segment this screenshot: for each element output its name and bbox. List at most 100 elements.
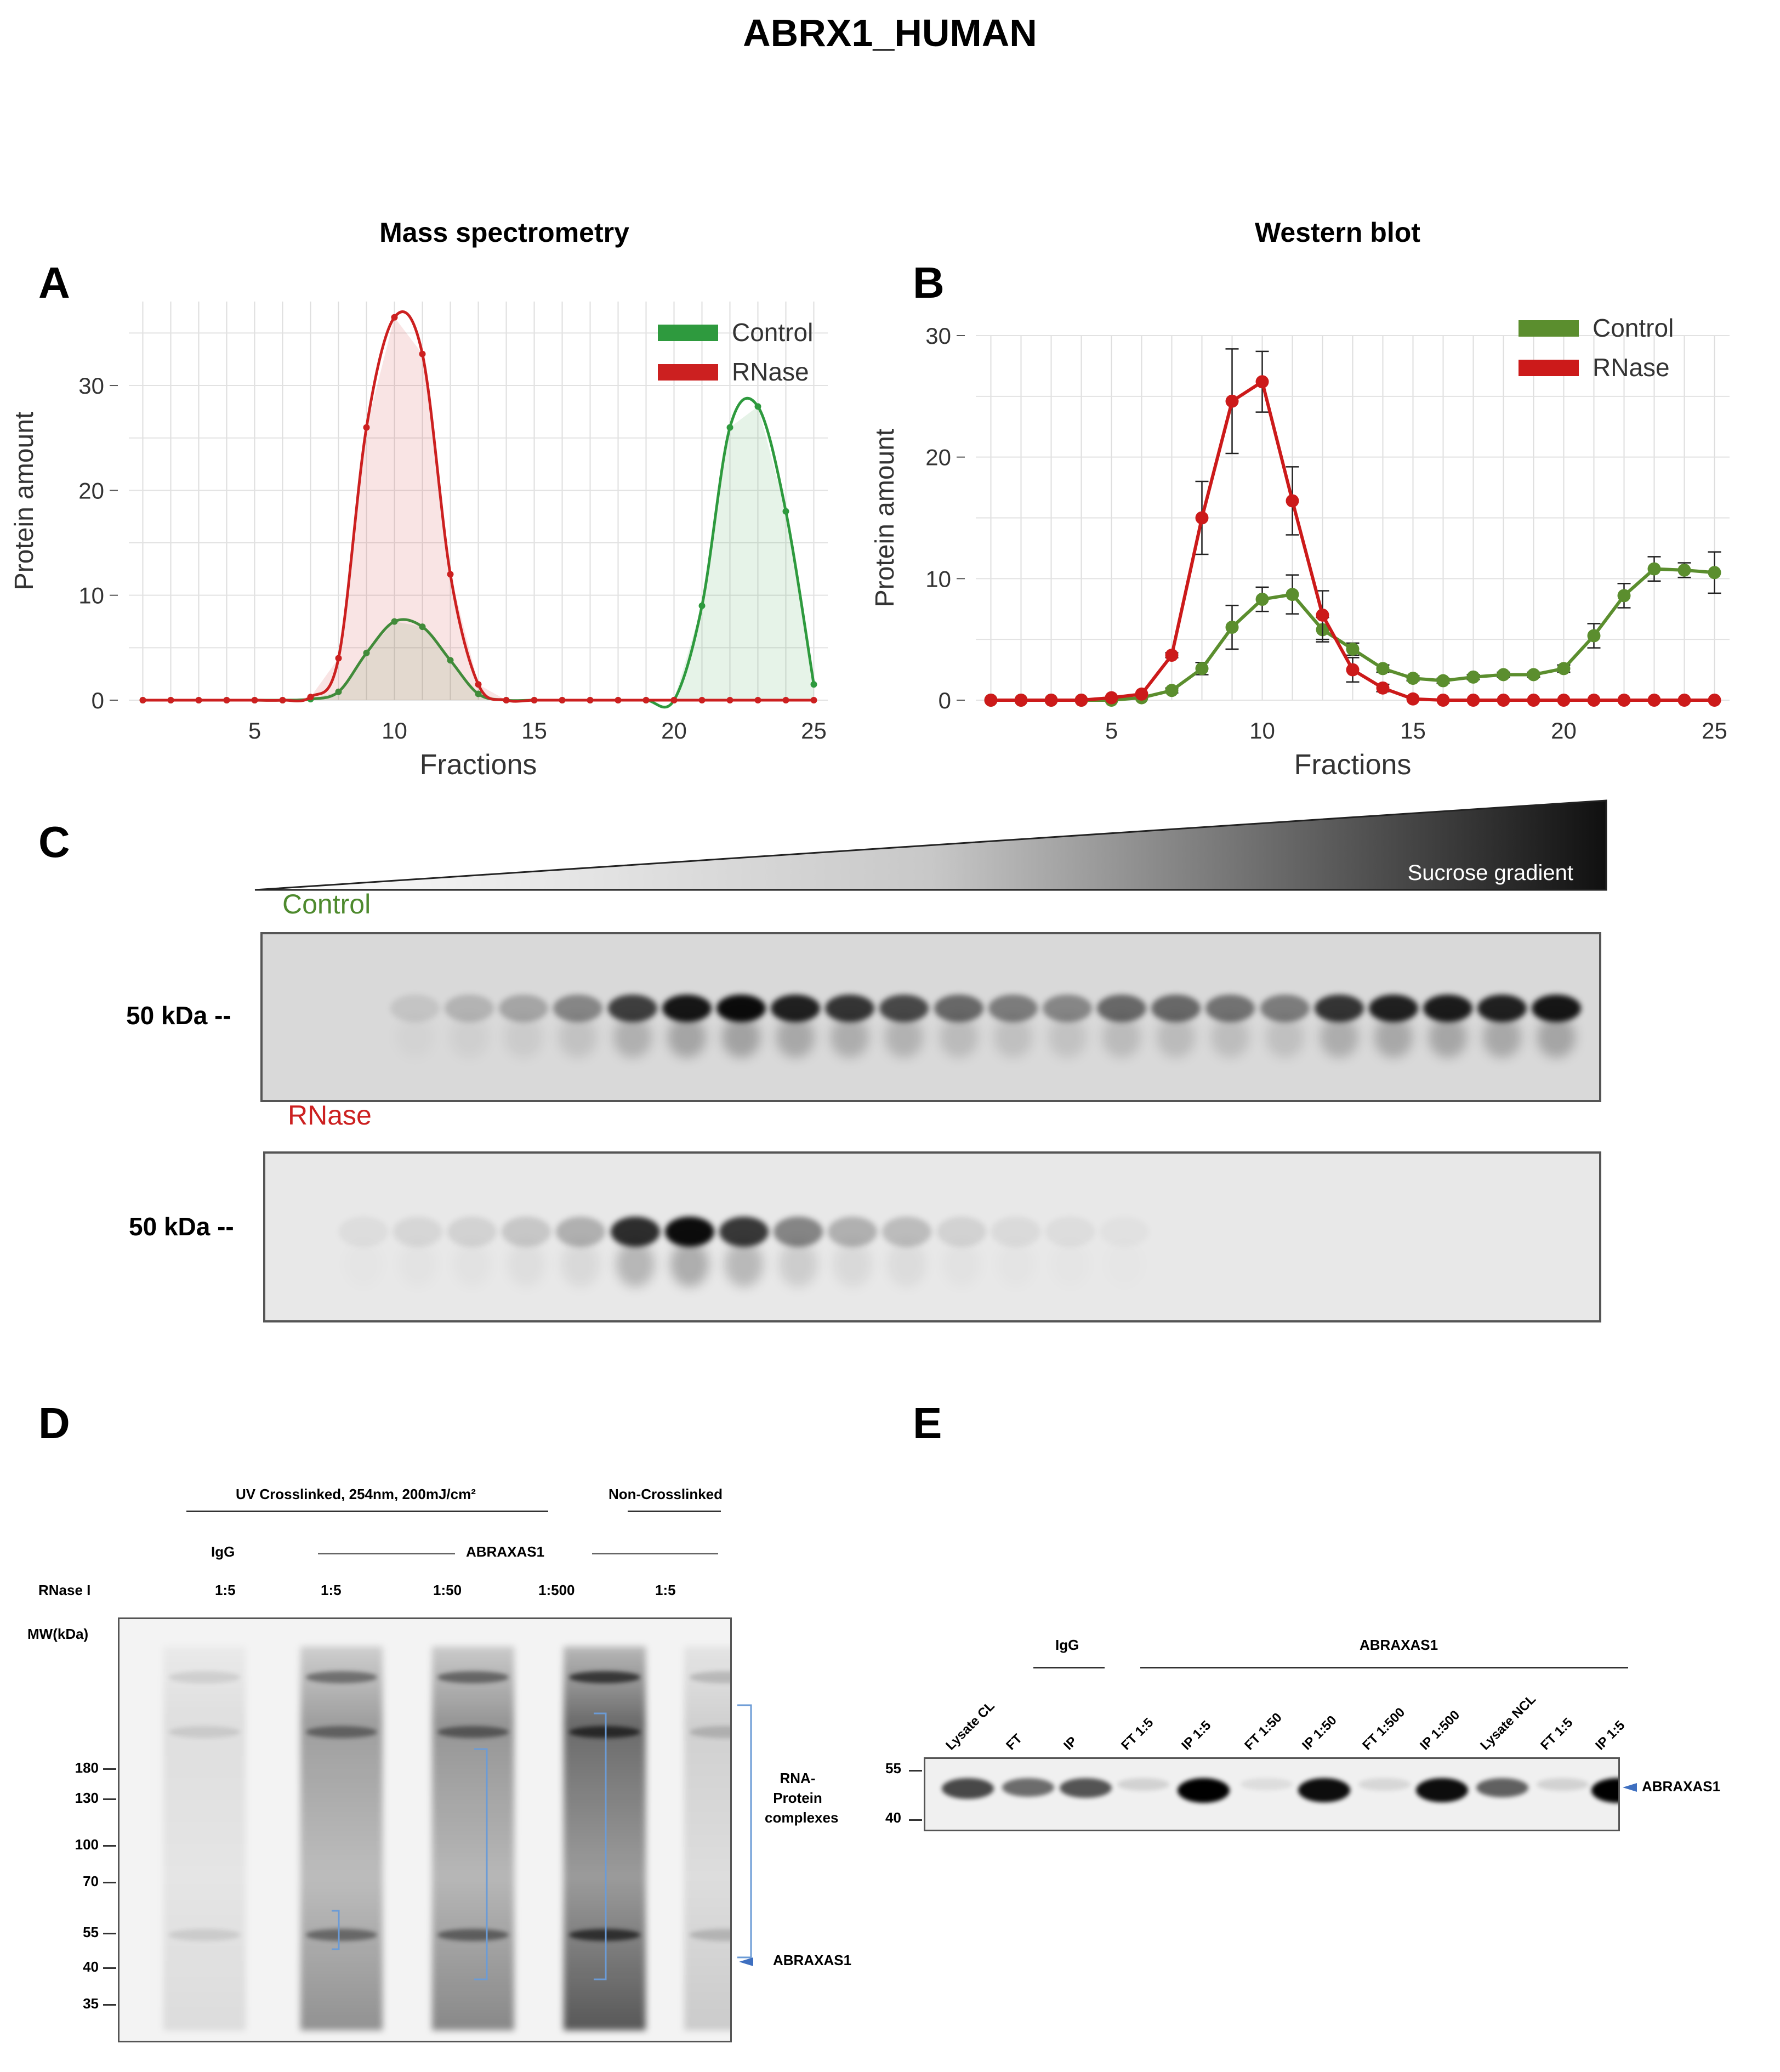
data-point-rnase (559, 697, 566, 703)
data-point-rnase (1225, 394, 1239, 408)
data-point-rnase (139, 697, 146, 703)
panel-a-chart: 5 10 15 20 25 0 10 20 30 Fractions Protein amount C… (10, 302, 828, 781)
blot-band (437, 1726, 509, 1738)
blot-band-e (942, 1778, 994, 1799)
mw-tick (103, 1882, 116, 1883)
blot-band (771, 995, 821, 1022)
y-axis-label: Protein amount (871, 429, 900, 608)
data-point-rnase (1436, 694, 1450, 707)
blot-band (499, 995, 549, 1022)
rnase-i-label: RNase I (38, 1582, 91, 1598)
blot-smear (885, 1017, 924, 1058)
data-point-rnase (726, 697, 733, 703)
mw-marker-180: 180 (75, 1759, 99, 1776)
blot-band (774, 1217, 823, 1247)
blot-band (690, 1671, 730, 1683)
data-point-rnase (447, 571, 454, 578)
blot-band (169, 1726, 240, 1738)
blot-band (1205, 995, 1255, 1022)
data-point-control (726, 424, 733, 431)
data-point-rnase (251, 697, 258, 703)
panel-a-letter: A (38, 258, 70, 307)
rnase-western-blot (263, 1151, 1601, 1322)
data-point-control (1527, 668, 1540, 682)
data-point-control (419, 623, 426, 631)
lane-label-e: IP 1:5 (1593, 1718, 1628, 1753)
blot-band-e (1416, 1778, 1468, 1802)
data-point-control (1406, 672, 1420, 685)
blot-band (437, 1929, 509, 1941)
mw-marker-35: 35 (83, 1995, 99, 2012)
data-point-control (363, 649, 370, 656)
data-point-control (335, 688, 342, 695)
legend-swatch-rnase (1519, 360, 1579, 376)
blot-band (825, 995, 875, 1022)
blot-smear (1320, 1017, 1358, 1058)
x-tick-label: 15 (521, 718, 547, 743)
gradient-label: Sucrose gradient (1408, 861, 1573, 885)
blot-smear (1102, 1017, 1141, 1058)
blot-smear (504, 1017, 543, 1058)
data-point-control (698, 602, 706, 609)
blot-band (719, 1217, 769, 1247)
blot-band (556, 1217, 606, 1247)
blot-smear (997, 1241, 1035, 1287)
data-point-rnase (195, 697, 202, 703)
blot-smear (559, 1017, 598, 1058)
blot-band (306, 1726, 377, 1738)
abraxas-line-right (592, 1553, 718, 1554)
data-point-rnase (279, 697, 286, 703)
data-point-rnase (391, 314, 398, 321)
rnase-blot-marker: 50 kDa -- (129, 1212, 234, 1241)
blot-smear (450, 1017, 489, 1058)
mw-marker-55: 55 (83, 1924, 99, 1940)
data-point-control (1346, 642, 1360, 656)
panel-b-heading: Western blot (1255, 217, 1420, 248)
control-blot-marker: 50 kDa -- (126, 1001, 231, 1030)
blot-smear (1265, 1017, 1304, 1058)
data-point-rnase (984, 694, 998, 707)
blot-band (662, 995, 712, 1022)
blot-band (607, 995, 657, 1022)
y-tick-label: 20 (78, 478, 104, 503)
blot-smear (779, 1241, 818, 1287)
mw-label: MW(kDa) (27, 1626, 89, 1642)
blot-band (437, 1671, 509, 1683)
blot-band (169, 1671, 240, 1683)
data-point-control (1466, 670, 1480, 684)
blot-band (879, 995, 929, 1022)
data-point-control (475, 690, 482, 697)
blot-band-e (1298, 1778, 1350, 1802)
data-point-rnase (167, 697, 174, 703)
data-point-rnase (782, 697, 789, 703)
dilution-1: 1:5 (215, 1582, 236, 1598)
lane-label-e: FT 1:500 (1360, 1705, 1408, 1753)
x-tick-label: 25 (801, 718, 827, 743)
x-tick-label: 10 (1249, 718, 1275, 743)
blot-smear (1048, 1017, 1087, 1058)
x-tick-label: 20 (661, 718, 687, 743)
data-point-control (391, 618, 398, 625)
abraxas-label-d: ABRAXAS1 (466, 1543, 545, 1560)
lane-label-e: IP (1061, 1734, 1080, 1753)
lane-label-e: FT 1:5 (1118, 1715, 1157, 1753)
blot-smear (993, 1017, 1032, 1058)
lane-label-e: IP 1:5 (1179, 1718, 1214, 1753)
y-tick-label: 20 (925, 445, 951, 470)
lane-label-e: IP 1:50 (1299, 1712, 1340, 1753)
blot-smear (776, 1017, 815, 1058)
mw-tick (103, 1967, 116, 1969)
mw-marker-40: 40 (83, 1959, 99, 1975)
lane-label-e: IP 1:500 (1417, 1707, 1463, 1753)
y-tick-label: 0 (939, 688, 951, 713)
blot-band (1151, 995, 1201, 1022)
blot-smear (1483, 1017, 1522, 1058)
data-point-rnase (503, 697, 510, 703)
data-point-control (1708, 566, 1721, 580)
legend-label-control: Control (732, 318, 813, 347)
blot-smear (1051, 1241, 1089, 1287)
lane-label-e: Lysate NCL (1477, 1691, 1539, 1753)
blot-band-e (1002, 1778, 1054, 1797)
panel-b-chart: 5 10 15 20 25 0 10 20 30 Fractions Protein amount C… (871, 314, 1730, 781)
mw-tick (103, 1798, 116, 1800)
